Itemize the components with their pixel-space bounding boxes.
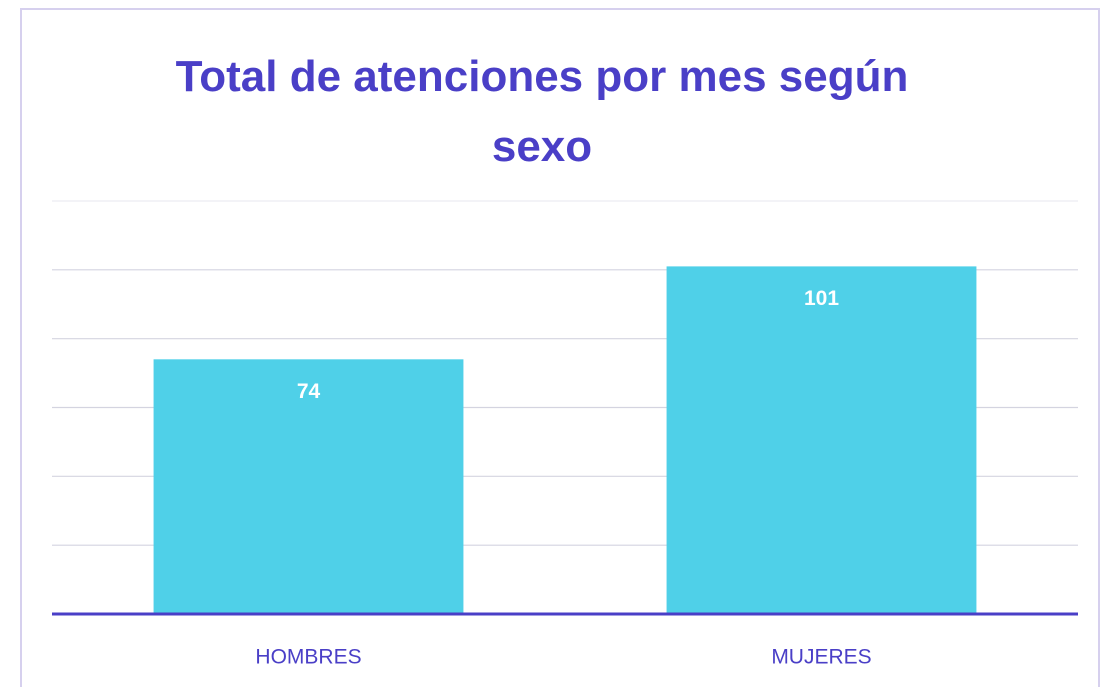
x-tick-label: HOMBRES [255,646,361,669]
card [20,8,1100,687]
x-tick-label: MUJERES [771,646,871,669]
value-label: 74 [297,380,321,403]
bar [666,266,977,614]
bar [153,359,464,614]
chart-title: Total de atenciones por mes según sexo [175,52,909,171]
value-label: 101 [804,287,839,310]
